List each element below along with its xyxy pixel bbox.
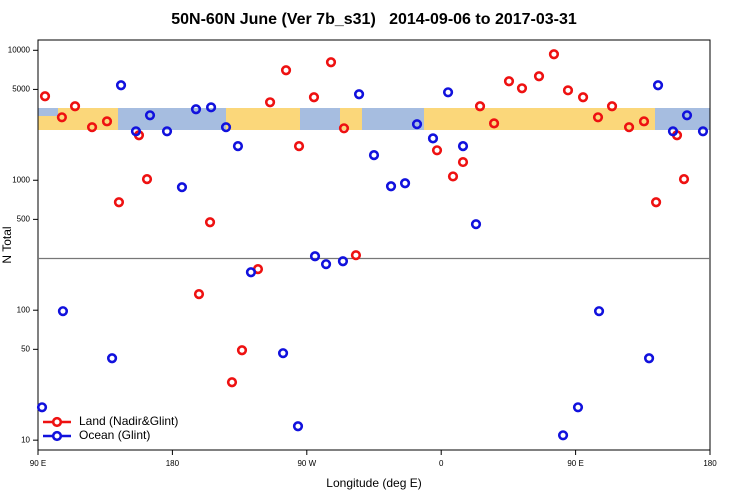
point bbox=[144, 110, 156, 121]
y-tick-label: 500 bbox=[17, 214, 31, 223]
legend-label: Ocean (Glint) bbox=[79, 428, 150, 442]
point bbox=[190, 104, 202, 115]
y-tick-label: 10000 bbox=[8, 45, 31, 54]
point bbox=[205, 102, 217, 113]
point bbox=[572, 402, 584, 413]
point bbox=[320, 259, 332, 270]
point bbox=[338, 123, 350, 134]
point bbox=[36, 402, 48, 413]
point bbox=[516, 83, 528, 94]
point bbox=[193, 289, 205, 300]
point bbox=[442, 87, 454, 98]
point bbox=[667, 126, 679, 137]
point bbox=[623, 122, 635, 133]
point bbox=[593, 306, 605, 317]
x-tick-label: 180 bbox=[703, 459, 717, 468]
point bbox=[606, 101, 618, 112]
point bbox=[368, 150, 380, 161]
point bbox=[220, 122, 232, 133]
point bbox=[350, 250, 362, 261]
point bbox=[650, 197, 662, 208]
point bbox=[115, 80, 127, 91]
y-axis-label: N Total bbox=[0, 226, 14, 263]
point bbox=[592, 112, 604, 123]
chart-title: 50N-60N June (Ver 7b_s31) 2014-09-06 to … bbox=[171, 11, 577, 28]
point bbox=[474, 101, 486, 112]
point bbox=[226, 377, 238, 388]
legend-marker bbox=[51, 430, 63, 442]
point bbox=[470, 219, 482, 230]
point bbox=[652, 80, 664, 91]
y-tick-label: 100 bbox=[17, 305, 31, 314]
point bbox=[106, 353, 118, 364]
x-tick-label: 90 E bbox=[30, 459, 46, 468]
y-tick-label: 1000 bbox=[12, 175, 30, 184]
point bbox=[325, 57, 337, 68]
point bbox=[562, 85, 574, 96]
point bbox=[264, 97, 276, 108]
x-tick-label: 90 E bbox=[567, 459, 583, 468]
point bbox=[488, 118, 500, 129]
point bbox=[638, 116, 650, 127]
point bbox=[678, 174, 690, 185]
point bbox=[548, 49, 560, 60]
point bbox=[161, 126, 173, 137]
point bbox=[353, 89, 365, 100]
point bbox=[232, 141, 244, 152]
point bbox=[245, 267, 257, 278]
y-tick-label: 5000 bbox=[12, 85, 30, 94]
x-tick-label: 180 bbox=[166, 459, 180, 468]
y-tick-label: 50 bbox=[21, 344, 30, 353]
point bbox=[130, 126, 142, 137]
point bbox=[399, 178, 411, 189]
point bbox=[697, 126, 709, 137]
legend-marker bbox=[51, 416, 63, 428]
point bbox=[427, 133, 439, 144]
y-tick-label: 10 bbox=[21, 435, 30, 444]
x-tick-label: 90 W bbox=[297, 459, 316, 468]
point bbox=[503, 76, 515, 87]
point bbox=[236, 345, 248, 356]
point bbox=[57, 306, 69, 317]
map-band bbox=[38, 108, 710, 130]
point bbox=[69, 101, 81, 112]
point bbox=[643, 353, 655, 364]
point bbox=[337, 256, 349, 267]
point bbox=[113, 197, 125, 208]
point bbox=[457, 141, 469, 152]
point bbox=[681, 110, 693, 121]
plot-frame bbox=[37, 39, 711, 451]
x-axis-label: Longitude (deg E) bbox=[326, 476, 421, 490]
point bbox=[577, 92, 589, 103]
point bbox=[385, 181, 397, 192]
point bbox=[86, 122, 98, 133]
point bbox=[308, 92, 320, 103]
point bbox=[293, 141, 305, 152]
point bbox=[309, 251, 321, 262]
point bbox=[141, 174, 153, 185]
point bbox=[280, 65, 292, 76]
point bbox=[56, 112, 67, 123]
point bbox=[557, 430, 569, 441]
point bbox=[411, 119, 423, 130]
point bbox=[101, 116, 113, 127]
point bbox=[292, 421, 304, 432]
point bbox=[204, 217, 216, 228]
point bbox=[457, 156, 469, 168]
point bbox=[277, 348, 289, 359]
point bbox=[533, 71, 545, 82]
x-tick-label: 0 bbox=[439, 459, 444, 468]
point bbox=[447, 171, 459, 182]
point bbox=[176, 182, 188, 193]
point bbox=[39, 91, 51, 102]
point bbox=[431, 145, 443, 156]
legend-label: Land (Nadir&Glint) bbox=[79, 414, 178, 428]
